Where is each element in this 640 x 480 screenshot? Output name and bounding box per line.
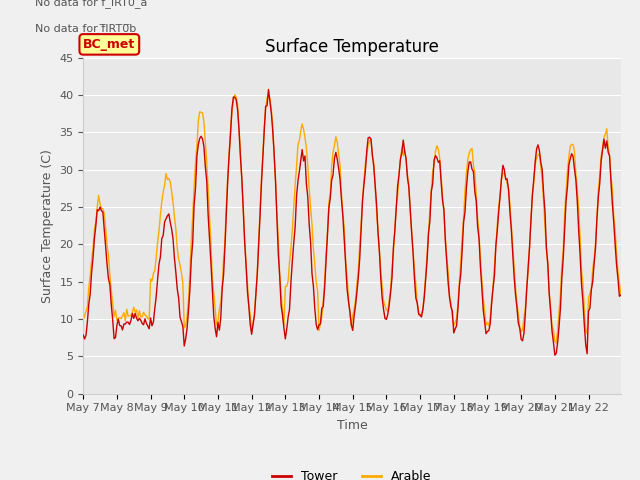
Text: No data for f_IRT0_a: No data for f_IRT0_a [35, 0, 147, 8]
Legend: Tower, Arable: Tower, Arable [268, 465, 436, 480]
X-axis label: Time: Time [337, 419, 367, 432]
Text: No data for f̅IRT0̅b: No data for f̅IRT0̅b [35, 24, 136, 34]
Text: BC_met: BC_met [83, 38, 136, 51]
Y-axis label: Surface Temperature (C): Surface Temperature (C) [41, 149, 54, 302]
Title: Surface Temperature: Surface Temperature [265, 38, 439, 56]
